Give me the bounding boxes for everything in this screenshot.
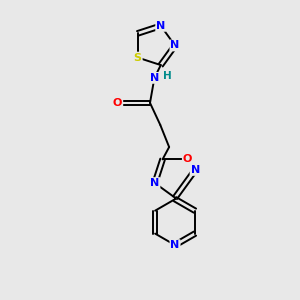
- Text: H: H: [163, 70, 172, 80]
- Text: O: O: [183, 154, 192, 164]
- Text: N: N: [190, 165, 200, 175]
- Text: N: N: [170, 40, 180, 50]
- Text: N: N: [156, 21, 165, 31]
- Text: S: S: [134, 52, 142, 63]
- Text: N: N: [170, 240, 180, 250]
- Text: O: O: [113, 98, 122, 108]
- Text: N: N: [150, 178, 160, 188]
- Text: N: N: [150, 73, 159, 83]
